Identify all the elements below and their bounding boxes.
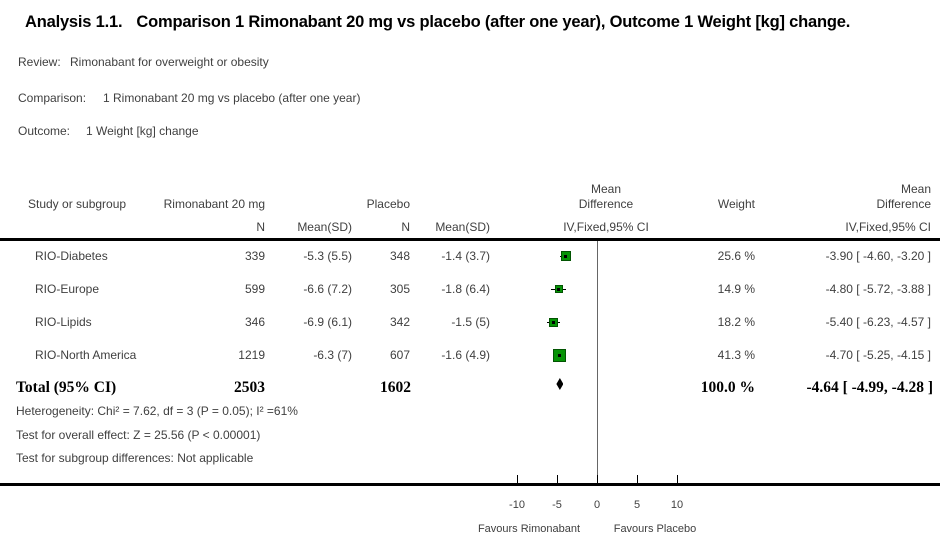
forest-marker-square	[560, 251, 571, 261]
favours-left-label: Favours Rimonabant	[477, 523, 581, 535]
forest-marker-dot	[552, 320, 556, 324]
header-group2: Placebo	[366, 197, 410, 211]
review-label: Review:	[18, 55, 61, 69]
n2-value: 305	[389, 282, 410, 296]
n1-value: 339	[244, 249, 265, 263]
md-value: -3.90 [ -4.60, -3.20 ]	[825, 249, 931, 263]
axis-tick	[676, 475, 678, 483]
axis-rule	[0, 483, 940, 486]
comparison-label: Comparison:	[18, 91, 87, 105]
overall-effect-stat: Test for overall effect: Z = 25.56 (P < …	[16, 428, 261, 442]
subheader-n2: N	[401, 220, 410, 234]
subheader-method-center: IV,Fixed,95% CI	[563, 220, 649, 234]
mean1-value: -6.6 (7.2)	[303, 282, 352, 296]
subheader-n1: N	[256, 220, 265, 234]
forest-marker-square	[552, 348, 566, 362]
axis-tick-label: 0	[593, 499, 601, 511]
header-md-line1: Mean	[900, 182, 931, 196]
n2-value: 607	[389, 348, 410, 362]
header-md-line1: Mean	[590, 182, 622, 196]
forest-ci-line	[555, 354, 564, 356]
mean2-value: -1.8 (6.4)	[441, 282, 490, 296]
study-name: RIO-Lipids	[35, 315, 92, 329]
total-n1: 2503	[234, 379, 265, 396]
axis-tick-label: -5	[552, 499, 562, 511]
axis-tick-label: 10	[670, 499, 684, 511]
n1-value: 1219	[238, 348, 265, 362]
header-group1: Rimonabant 20 mg	[163, 197, 265, 211]
subgroup-difference-stat: Test for subgroup differences: Not appli…	[16, 451, 254, 465]
forest-ci-line	[560, 255, 572, 257]
total-weight: 100.0 %	[700, 379, 755, 396]
forest-marker-dot	[557, 287, 561, 291]
header-study: Study or subgroup	[28, 197, 127, 211]
header-md-right: Mean Difference	[760, 182, 931, 212]
md-value: -5.40 [ -6.23, -4.57 ]	[825, 315, 931, 329]
weight-value: 14.9 %	[717, 282, 755, 296]
total-n2: 1602	[380, 379, 411, 396]
forest-marker-square	[554, 285, 563, 293]
analysis-title-text: Comparison 1 Rimonabant 20 mg vs placebo…	[136, 13, 851, 31]
study-name: RIO-Diabetes	[35, 249, 108, 263]
n1-value: 346	[244, 315, 265, 329]
subheader-meansd2: Mean(SD)	[435, 220, 490, 234]
forest-ci-line	[547, 321, 561, 323]
mean1-value: -5.3 (5.5)	[303, 249, 352, 263]
subheader-method-right: IV,Fixed,95% CI	[845, 220, 931, 234]
heterogeneity-stat: Heterogeneity: Chi² = 7.62, df = 3 (P = …	[16, 404, 298, 418]
n2-value: 342	[389, 315, 410, 329]
n2-value: 348	[389, 249, 410, 263]
md-value: -4.70 [ -5.25, -4.15 ]	[825, 348, 931, 362]
mean2-value: -1.4 (3.7)	[441, 249, 490, 263]
study-name: RIO-Europe	[35, 282, 100, 296]
axis-tick	[596, 475, 598, 483]
outcome-label: Outcome:	[18, 124, 71, 138]
forest-marker-dot	[557, 353, 561, 357]
axis-tick	[636, 475, 638, 483]
comparison-value: 1 Rimonabant 20 mg vs placebo (after one…	[103, 91, 361, 105]
axis-tick	[556, 475, 558, 483]
zero-line	[597, 241, 598, 483]
md-value: -4.80 [ -5.72, -3.88 ]	[825, 282, 931, 296]
header-md-line2: Difference	[578, 197, 634, 211]
header-weight: Weight	[717, 197, 755, 211]
forest-marker-square	[549, 317, 559, 327]
axis-tick	[516, 475, 518, 483]
favours-right-label: Favours Placebo	[613, 523, 697, 535]
analysis-number: Analysis 1.1.	[25, 13, 123, 31]
summary-diamond	[556, 378, 564, 390]
mean2-value: -1.5 (5)	[451, 315, 490, 329]
weight-value: 18.2 %	[717, 315, 755, 329]
subheader-meansd1: Mean(SD)	[297, 220, 352, 234]
mean1-value: -6.3 (7)	[313, 348, 352, 362]
total-label: Total (95% CI)	[16, 379, 117, 396]
total-md: -4.64 [ -4.99, -4.28 ]	[806, 379, 933, 396]
axis-tick-label: 5	[633, 499, 641, 511]
axis-tick-label: -10	[509, 499, 525, 511]
weight-value: 41.3 %	[717, 348, 755, 362]
mean1-value: -6.9 (6.1)	[303, 315, 352, 329]
header-md-center: Mean Difference	[536, 182, 676, 212]
page-title: Analysis 1.1. Comparison 1 Rimonabant 20 …	[25, 13, 937, 32]
mean2-value: -1.6 (4.9)	[441, 348, 490, 362]
n1-value: 599	[244, 282, 265, 296]
study-name: RIO-North America	[35, 348, 137, 362]
forest-marker-dot	[564, 254, 568, 258]
outcome-value: 1 Weight [kg] change	[86, 124, 199, 138]
header-rule	[0, 238, 940, 241]
header-md-line2: Difference	[876, 197, 931, 211]
weight-value: 25.6 %	[717, 249, 755, 263]
review-value: Rimonabant for overweight or obesity	[70, 55, 269, 69]
forest-ci-line	[551, 288, 566, 290]
